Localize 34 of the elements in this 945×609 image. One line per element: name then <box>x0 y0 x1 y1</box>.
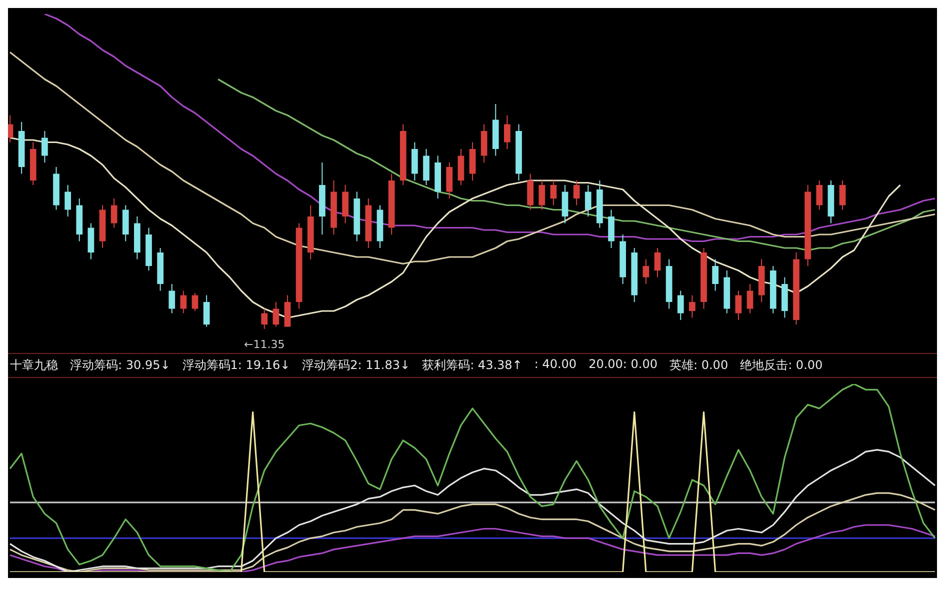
candlestick <box>168 284 176 314</box>
candlestick <box>584 184 592 217</box>
candlestick <box>712 258 718 292</box>
candlestick <box>677 290 684 320</box>
candlestick <box>550 180 557 206</box>
candlestick <box>538 180 546 210</box>
candlestick <box>180 290 187 314</box>
text: ←11.35 <box>244 338 285 351</box>
candlestick <box>654 248 661 278</box>
candlestick <box>203 294 210 328</box>
text: 20.00: 0.00 <box>588 357 658 373</box>
candlestick <box>746 284 754 314</box>
candlestick <box>642 258 650 284</box>
text: 浮动筹码1: 19.16↓ <box>182 357 290 374</box>
candlestick <box>839 180 846 210</box>
text: 获利筹码: 43.38↑ <box>422 357 522 374</box>
text: 英雄: 0.00 <box>670 357 728 374</box>
candlestick <box>504 114 510 150</box>
candlestick <box>110 198 118 228</box>
candlestick <box>689 294 696 318</box>
candlestick <box>261 308 268 330</box>
candlestick <box>735 290 742 320</box>
text: 浮动筹码2: 11.83↓ <box>302 357 410 374</box>
text: : 40.00 <box>534 357 577 373</box>
text: 浮动筹码: 30.95↓ <box>70 357 170 374</box>
chart-title: 十章九稳 <box>10 357 58 374</box>
candlestick <box>816 180 823 210</box>
text: 绝地反击: 0.00 <box>740 357 823 374</box>
candlestick <box>42 130 48 163</box>
candlestick <box>8 114 14 143</box>
candlestick <box>64 184 71 217</box>
candlestick <box>192 292 198 312</box>
candlestick <box>573 180 580 206</box>
candlestick <box>272 302 280 328</box>
